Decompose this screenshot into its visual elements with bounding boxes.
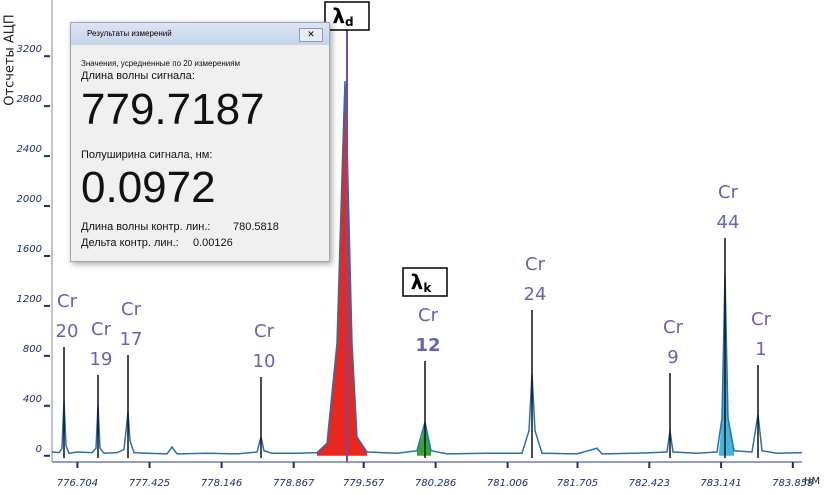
note: Значения, усредненные по 20 измерениям (81, 59, 241, 68)
x-tick-label: 783.141 (700, 478, 741, 489)
annotation-text: Cr (525, 254, 546, 275)
y-tick-label: 800 (23, 344, 42, 355)
annotation-text: Cr (121, 299, 142, 320)
halfwidth-label: Полуширина сигнала, нм: (81, 149, 213, 161)
annotation-text: 12 (415, 335, 440, 356)
x-tick-label: 777.425 (129, 478, 170, 489)
x-tick-label: 780.286 (415, 478, 456, 489)
wavelength-label: Длина волны сигнала: (81, 70, 195, 82)
delta-label: Дельта контр. лин.: (81, 237, 179, 249)
x-tick-label: 778.867 (273, 478, 315, 489)
lambda-subscript: d (345, 15, 354, 29)
annotation-text: 9 (667, 347, 678, 368)
x-tick-label: 779.567 (343, 478, 385, 489)
y-axis-label: Отсчеты АЦП (3, 14, 18, 105)
annotation-text: Cr (91, 319, 112, 340)
close-button[interactable]: ✕ (299, 28, 323, 42)
y-tick-label: 2400 (17, 144, 42, 155)
x-tick-label: 781.705 (557, 478, 598, 489)
annotation-text: 24 (524, 284, 547, 305)
lambda-symbol: λ (411, 270, 424, 294)
annotation-text: 10 (253, 351, 276, 372)
x-tick-label: 782.423 (629, 478, 670, 489)
annotation-text: Cr (718, 182, 739, 203)
annotation-text: 17 (120, 329, 143, 350)
x-axis-unit: НМ (804, 476, 820, 487)
annotation-text: 19 (90, 349, 113, 370)
halfwidth-value: 0.0972 (81, 163, 216, 212)
annotation-text: 44 (717, 212, 740, 233)
peak-area (317, 81, 367, 456)
y-tick-label: 400 (23, 394, 42, 405)
annotation-text: 1 (755, 339, 766, 360)
y-tick-label: 2000 (17, 194, 42, 205)
annotation-text: Cr (418, 305, 439, 326)
x-tick-label: 776.704 (57, 478, 98, 489)
x-tick-label: 781.006 (487, 478, 528, 489)
annotation-text: Cr (57, 291, 78, 312)
dialog-title: Результаты измерений ✕ (71, 23, 329, 45)
x-tick-label: 783.858 (772, 478, 813, 489)
lambda-box (402, 267, 448, 297)
annotation-text: Cr (751, 309, 772, 330)
wavelength-value: 779.7187 (81, 85, 265, 134)
lambda-label: λk (411, 270, 433, 295)
lambda-label: λd (332, 4, 353, 29)
delta-value: 0.00126 (193, 237, 233, 249)
annotation-text: Cr (663, 317, 684, 338)
peak-area (417, 422, 431, 456)
y-tick-label: 1200 (17, 294, 42, 305)
x-tick-label: 778.146 (201, 478, 242, 489)
y-tick-label: 0 (36, 444, 42, 455)
ref-value: 780.5818 (233, 221, 279, 233)
dialog-title-text: Результаты измерений (87, 29, 172, 38)
y-tick-label: 1600 (17, 244, 42, 255)
annotation-text: Cr (254, 321, 275, 342)
ref-label: Длина волны контр. лин.: (81, 221, 211, 233)
y-tick-label: 3200 (17, 44, 42, 55)
y-tick-label: 2800 (17, 94, 42, 105)
lambda-box (324, 1, 370, 31)
lambda-symbol: λ (332, 4, 345, 28)
annotation-text: 20 (56, 321, 79, 342)
lambda-subscript: k (423, 281, 432, 295)
results-dialog: Результаты измерений ✕ Значения, усреднен… (70, 22, 330, 262)
